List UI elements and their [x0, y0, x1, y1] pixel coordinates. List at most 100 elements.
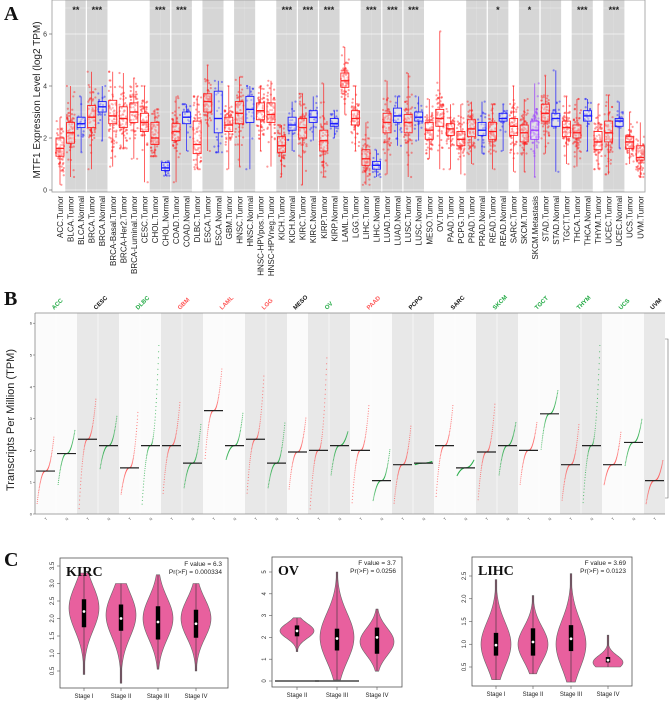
data-point [467, 141, 470, 144]
data-point [183, 487, 185, 489]
data-point [88, 121, 91, 124]
data-point [109, 79, 112, 82]
data-point [440, 132, 444, 135]
x-tick-label: SKCM.Tumor [520, 196, 529, 244]
data-point [71, 127, 74, 130]
data-point [152, 112, 155, 115]
data-point [641, 167, 645, 170]
data-point [268, 482, 270, 484]
data-point [431, 118, 434, 121]
data-point [132, 460, 134, 462]
data-point [109, 165, 112, 168]
data-point [219, 382, 221, 384]
data-point [363, 444, 365, 446]
data-point [193, 166, 196, 169]
data-point [515, 108, 518, 111]
data-point [37, 497, 39, 499]
data-point [387, 459, 389, 461]
data-point [194, 113, 197, 117]
data-point [209, 119, 213, 122]
data-point [199, 433, 201, 435]
data-point [598, 151, 601, 154]
data-point [604, 154, 607, 157]
data-point [436, 81, 439, 84]
data-point [114, 135, 118, 138]
data-point [154, 155, 157, 158]
data-point [37, 495, 39, 497]
data-point [292, 461, 294, 464]
data-point [132, 456, 135, 458]
data-point [373, 496, 375, 498]
data-point [143, 480, 145, 482]
data-point [112, 435, 115, 437]
data-point [515, 110, 518, 114]
data-point [55, 119, 58, 123]
data-point [290, 475, 292, 477]
data-point [134, 93, 137, 96]
data-point [192, 104, 195, 107]
data-point [164, 476, 166, 478]
data-point [440, 96, 443, 99]
data-point [208, 420, 210, 422]
data-point [110, 141, 113, 144]
data-point [442, 168, 445, 171]
data-point [365, 432, 367, 434]
shaded-band [518, 0, 530, 192]
panel-label-a: A [4, 3, 19, 25]
data-point [257, 91, 260, 95]
data-point [199, 96, 203, 99]
data-point [181, 103, 185, 106]
data-point [118, 129, 122, 132]
x-tick-label: COAD.Normal [183, 196, 192, 247]
data-point [162, 492, 164, 494]
data-point [81, 468, 83, 470]
data-point [259, 424, 261, 426]
data-point [245, 168, 248, 171]
data-point [182, 108, 185, 111]
data-point [396, 482, 398, 484]
data-point [426, 146, 429, 149]
data-point [225, 137, 228, 141]
data-point [84, 443, 86, 445]
data-point [525, 122, 528, 125]
data-point [354, 472, 356, 474]
data-point [310, 494, 312, 496]
data-point [247, 482, 249, 484]
data-point [451, 416, 453, 418]
data-point [408, 133, 411, 137]
data-point [171, 143, 175, 146]
data-point [350, 130, 353, 134]
data-point [573, 151, 576, 154]
data-point [320, 126, 323, 129]
data-point [437, 473, 439, 475]
x-tick-label: N [65, 517, 70, 522]
data-point [131, 114, 134, 117]
data-point [135, 430, 137, 433]
data-point [158, 351, 160, 353]
data-point [130, 95, 133, 98]
data-point [70, 137, 73, 140]
data-point [448, 434, 450, 437]
data-point [220, 80, 224, 84]
box [572, 124, 582, 139]
data-point [125, 132, 129, 135]
data-point [123, 476, 125, 478]
data-point [332, 461, 334, 463]
data-point [166, 160, 169, 163]
data-point [409, 430, 411, 432]
data-point [66, 117, 69, 120]
x-tick-label: T [443, 516, 448, 521]
data-point [58, 150, 62, 153]
data-point [163, 481, 165, 483]
data-point [109, 137, 113, 140]
data-point [385, 470, 388, 472]
data-point [134, 445, 136, 447]
data-point [301, 440, 304, 442]
data-point [450, 418, 452, 420]
data-point [88, 99, 91, 102]
data-point [218, 390, 220, 392]
data-point [535, 146, 539, 149]
data-point [65, 115, 69, 118]
data-point [119, 97, 122, 100]
data-point [298, 102, 301, 105]
